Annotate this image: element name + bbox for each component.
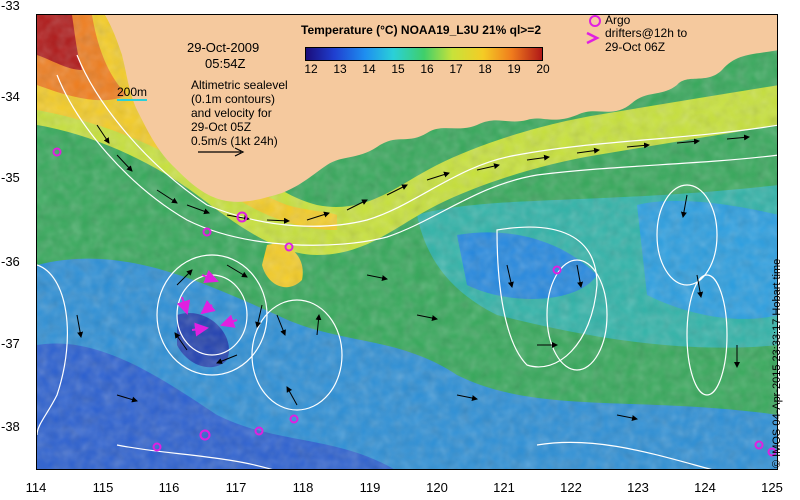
y-tick-label: -34: [1, 89, 20, 104]
sst-map-panel: Temperature (°C) NOAA19_L3U 21% ql>=2 29…: [36, 14, 778, 470]
y-tick-label: -35: [1, 170, 20, 185]
x-tick-label: 119: [359, 480, 381, 495]
date-label: 29-Oct-2009: [187, 40, 260, 55]
x-tick-label: 122: [560, 480, 582, 495]
altimetry-line3: and velocity for: [191, 106, 272, 120]
temperature-colorbar: [305, 47, 543, 61]
colorbar-tick: 19: [507, 62, 521, 76]
colorbar-tick: 20: [536, 62, 550, 76]
y-tick-label: -38: [1, 419, 20, 434]
sst-map-graphic: [37, 15, 777, 469]
x-tick-label: 125: [761, 480, 783, 495]
x-tick-label: 117: [225, 480, 247, 495]
colorbar-tick: 15: [391, 62, 405, 76]
y-tick-label: -36: [1, 254, 20, 269]
x-tick-label: 121: [493, 480, 515, 495]
drifter-tracks: [176, 270, 238, 337]
x-tick-label: 114: [25, 480, 47, 495]
velocity-scale-arrow: [198, 147, 245, 157]
altimetry-line5: 0.5m/s (1kt 24h): [191, 134, 278, 148]
argo-legend-label: Argo: [605, 14, 631, 27]
time-label: 05:54Z: [205, 56, 246, 71]
x-tick-label: 115: [92, 480, 114, 495]
altimetry-line4: 29-Oct 05Z: [191, 120, 252, 134]
y-tick-label: -33: [1, 0, 20, 13]
colorbar-tick: 13: [333, 62, 347, 76]
altimetry-line2: (0.1m contours): [191, 92, 276, 106]
argo-legend-marker: [589, 15, 601, 27]
altimetry-line1: Altimetric sealevel: [191, 78, 288, 92]
velocity-vectors: [76, 124, 750, 421]
sealevel-contours: [37, 54, 777, 469]
argo-floats: [52, 147, 777, 457]
x-tick-label: 118: [292, 480, 314, 495]
scale-bar-label: 200m: [117, 85, 148, 99]
land-australia: [105, 15, 777, 202]
credit-text: © IMOS 04-Apr-2015 23:33:17 Hobart time: [771, 258, 783, 468]
colorbar-tick: 17: [449, 62, 463, 76]
drifter-legend-marker: [586, 31, 600, 45]
colorbar-tick: 14: [362, 62, 376, 76]
y-tick-label: -37: [1, 336, 20, 351]
x-tick-label: 124: [694, 480, 716, 495]
colorbar-tick: 12: [304, 62, 318, 76]
x-tick-label: 120: [426, 480, 448, 495]
drifter-legend-line2: 29-Oct 06Z: [605, 40, 666, 54]
x-tick-label: 116: [158, 480, 180, 495]
scale-bar-line: [117, 99, 147, 101]
map-title: Temperature (°C) NOAA19_L3U 21% ql>=2: [301, 23, 541, 37]
drifter-legend-line1: drifters@12h to: [605, 26, 688, 40]
x-tick-label: 123: [627, 480, 649, 495]
colorbar-tick: 18: [478, 62, 492, 76]
colorbar-tick: 16: [420, 62, 434, 76]
